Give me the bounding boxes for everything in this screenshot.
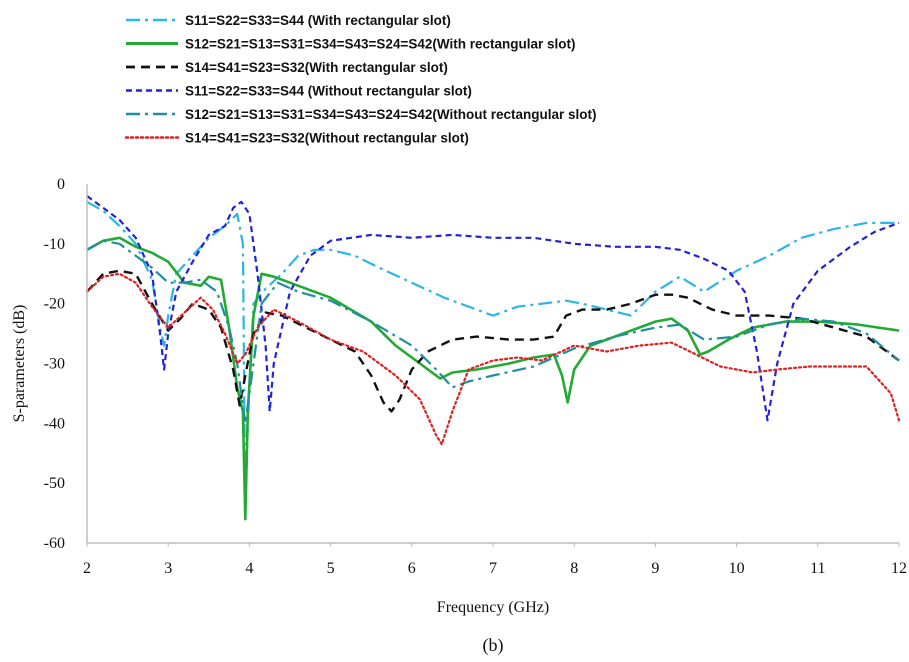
series-2-line <box>86 236 900 521</box>
y-axis-title: S-parameters (dB) <box>11 305 28 423</box>
plot-area: 2 3 4 5 6 7 8 9 10 11 12 0 -10 -20 -30 -40 -50 -60 <box>44 176 907 577</box>
x-tick-label: 12 <box>891 560 907 577</box>
y-tick-label: -30 <box>44 356 65 373</box>
series-4-line <box>86 195 900 422</box>
y-tick-label: -40 <box>44 415 65 432</box>
series-1-line <box>86 200 899 515</box>
y-tick-label: -10 <box>44 236 65 253</box>
series-layer <box>85 195 901 521</box>
x-tick-label: 11 <box>810 560 825 577</box>
series-3-legend-label: S14=S41=S23=S32(With rectangular slot) <box>185 60 448 75</box>
x-tick-labels: 2 3 4 5 6 7 8 9 10 11 12 <box>83 543 907 577</box>
series-1-legend-label: S11=S22=S33=S44 (With rectangular slot) <box>185 13 451 28</box>
legend: S11=S22=S33=S44 (With rectangular slot) S… <box>124 13 596 146</box>
x-tick-label: 3 <box>164 560 172 577</box>
x-tick-label: 7 <box>489 560 497 577</box>
series-5-legend-label: S12=S21=S13=S31=S34=S43=S24=S42(Without … <box>185 107 596 122</box>
series-6-line <box>85 272 901 446</box>
x-tick-label: 9 <box>651 560 659 577</box>
y-tick-label: -20 <box>44 296 65 313</box>
y-tick-labels: 0 -10 -20 -30 -40 -50 -60 <box>44 176 65 552</box>
x-tick-label: 6 <box>408 560 416 577</box>
x-axis-title: Frequency (GHz) <box>437 599 549 616</box>
x-tick-label: 8 <box>570 560 578 577</box>
x-tick-label: 4 <box>245 560 253 577</box>
series-3-line <box>86 269 900 413</box>
figure-caption: (b) <box>483 635 504 656</box>
x-tick-label: 10 <box>729 560 745 577</box>
series-2-legend-label: S12=S21=S13=S31=S34=S43=S24=S42(With rec… <box>185 37 576 52</box>
series-6-legend-label: S14=S41=S23=S32(Without rectangular slot… <box>185 131 469 146</box>
y-tick-label: 0 <box>57 176 65 193</box>
x-tick-label: 5 <box>327 560 335 577</box>
y-tick-label: -50 <box>44 475 65 492</box>
series-4-legend-label: S11=S22=S33=S44 (Without rectangular slo… <box>185 84 472 99</box>
y-tick-label: -60 <box>44 535 65 552</box>
series-5-line <box>86 239 900 425</box>
x-tick-label: 2 <box>83 560 91 577</box>
